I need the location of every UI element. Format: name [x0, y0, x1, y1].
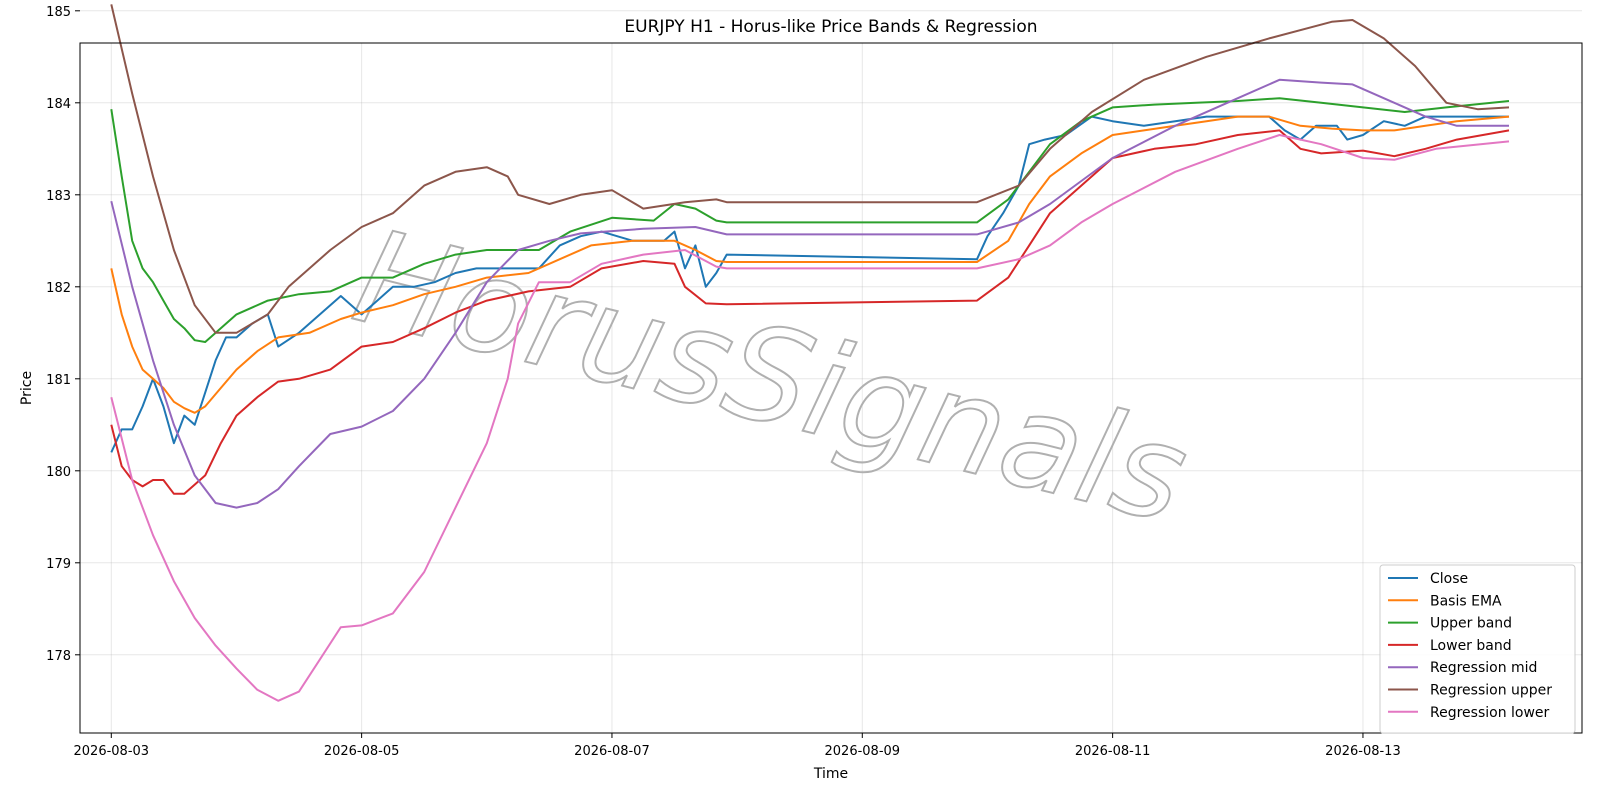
x-tick-label: 2026-08-05: [324, 744, 400, 759]
legend-label-lower-band: Lower band: [1430, 638, 1512, 654]
legend: Close Basis EMA Upper band Lower band Regres…: [1379, 564, 1576, 734]
legend-label-upper-band: Upper band: [1430, 616, 1512, 632]
series-layer: [110, 4, 1510, 702]
legend-label-close: Close: [1430, 571, 1468, 587]
y-axis: 178 179 180 181 182 183 184 185: [46, 5, 80, 664]
legend-box: [1379, 564, 1576, 734]
legend-label-regression-upper: Regression upper: [1430, 683, 1552, 699]
series-line-regression-upper: [110, 4, 1510, 334]
legend-label-regression-mid: Regression mid: [1430, 660, 1537, 676]
x-tick-label: 2026-08-09: [825, 744, 901, 759]
y-tick-label: 179: [46, 557, 71, 572]
chart-title: EURJPY H1 - Horus-like Price Bands & Reg…: [624, 17, 1037, 37]
y-tick-label: 183: [46, 189, 71, 204]
y-tick-label: 181: [46, 373, 71, 388]
y-tick-label: 185: [46, 5, 71, 20]
x-tick-label: 2026-08-07: [574, 744, 650, 759]
series-line-upper-band: [110, 97, 1510, 343]
x-tick-label: 2026-08-11: [1075, 744, 1151, 759]
y-axis-label: Price: [19, 371, 35, 405]
legend-label-basis-ema: Basis EMA: [1430, 593, 1502, 609]
series-line-regression-mid: [110, 78, 1509, 509]
x-axis-label: Time: [813, 766, 848, 782]
x-tick-label: 2026-08-13: [1325, 744, 1401, 759]
series-line-basis-ema: [110, 115, 1510, 414]
y-tick-label: 178: [46, 649, 71, 664]
plot-frame: [79, 42, 1583, 734]
y-tick-label: 180: [46, 465, 71, 480]
grid: [80, 10, 1582, 733]
series-line-lower-band: [110, 129, 1510, 495]
x-axis: 2026-08-03 2026-08-05 2026-08-07 2026-08-09…: [74, 733, 1401, 759]
x-tick-label: 2026-08-03: [74, 744, 150, 759]
y-tick-label: 184: [46, 97, 71, 112]
y-tick-label: 182: [46, 281, 71, 296]
legend-label-regression-lower: Regression lower: [1430, 705, 1550, 721]
series-line-regression-lower: [110, 134, 1510, 702]
